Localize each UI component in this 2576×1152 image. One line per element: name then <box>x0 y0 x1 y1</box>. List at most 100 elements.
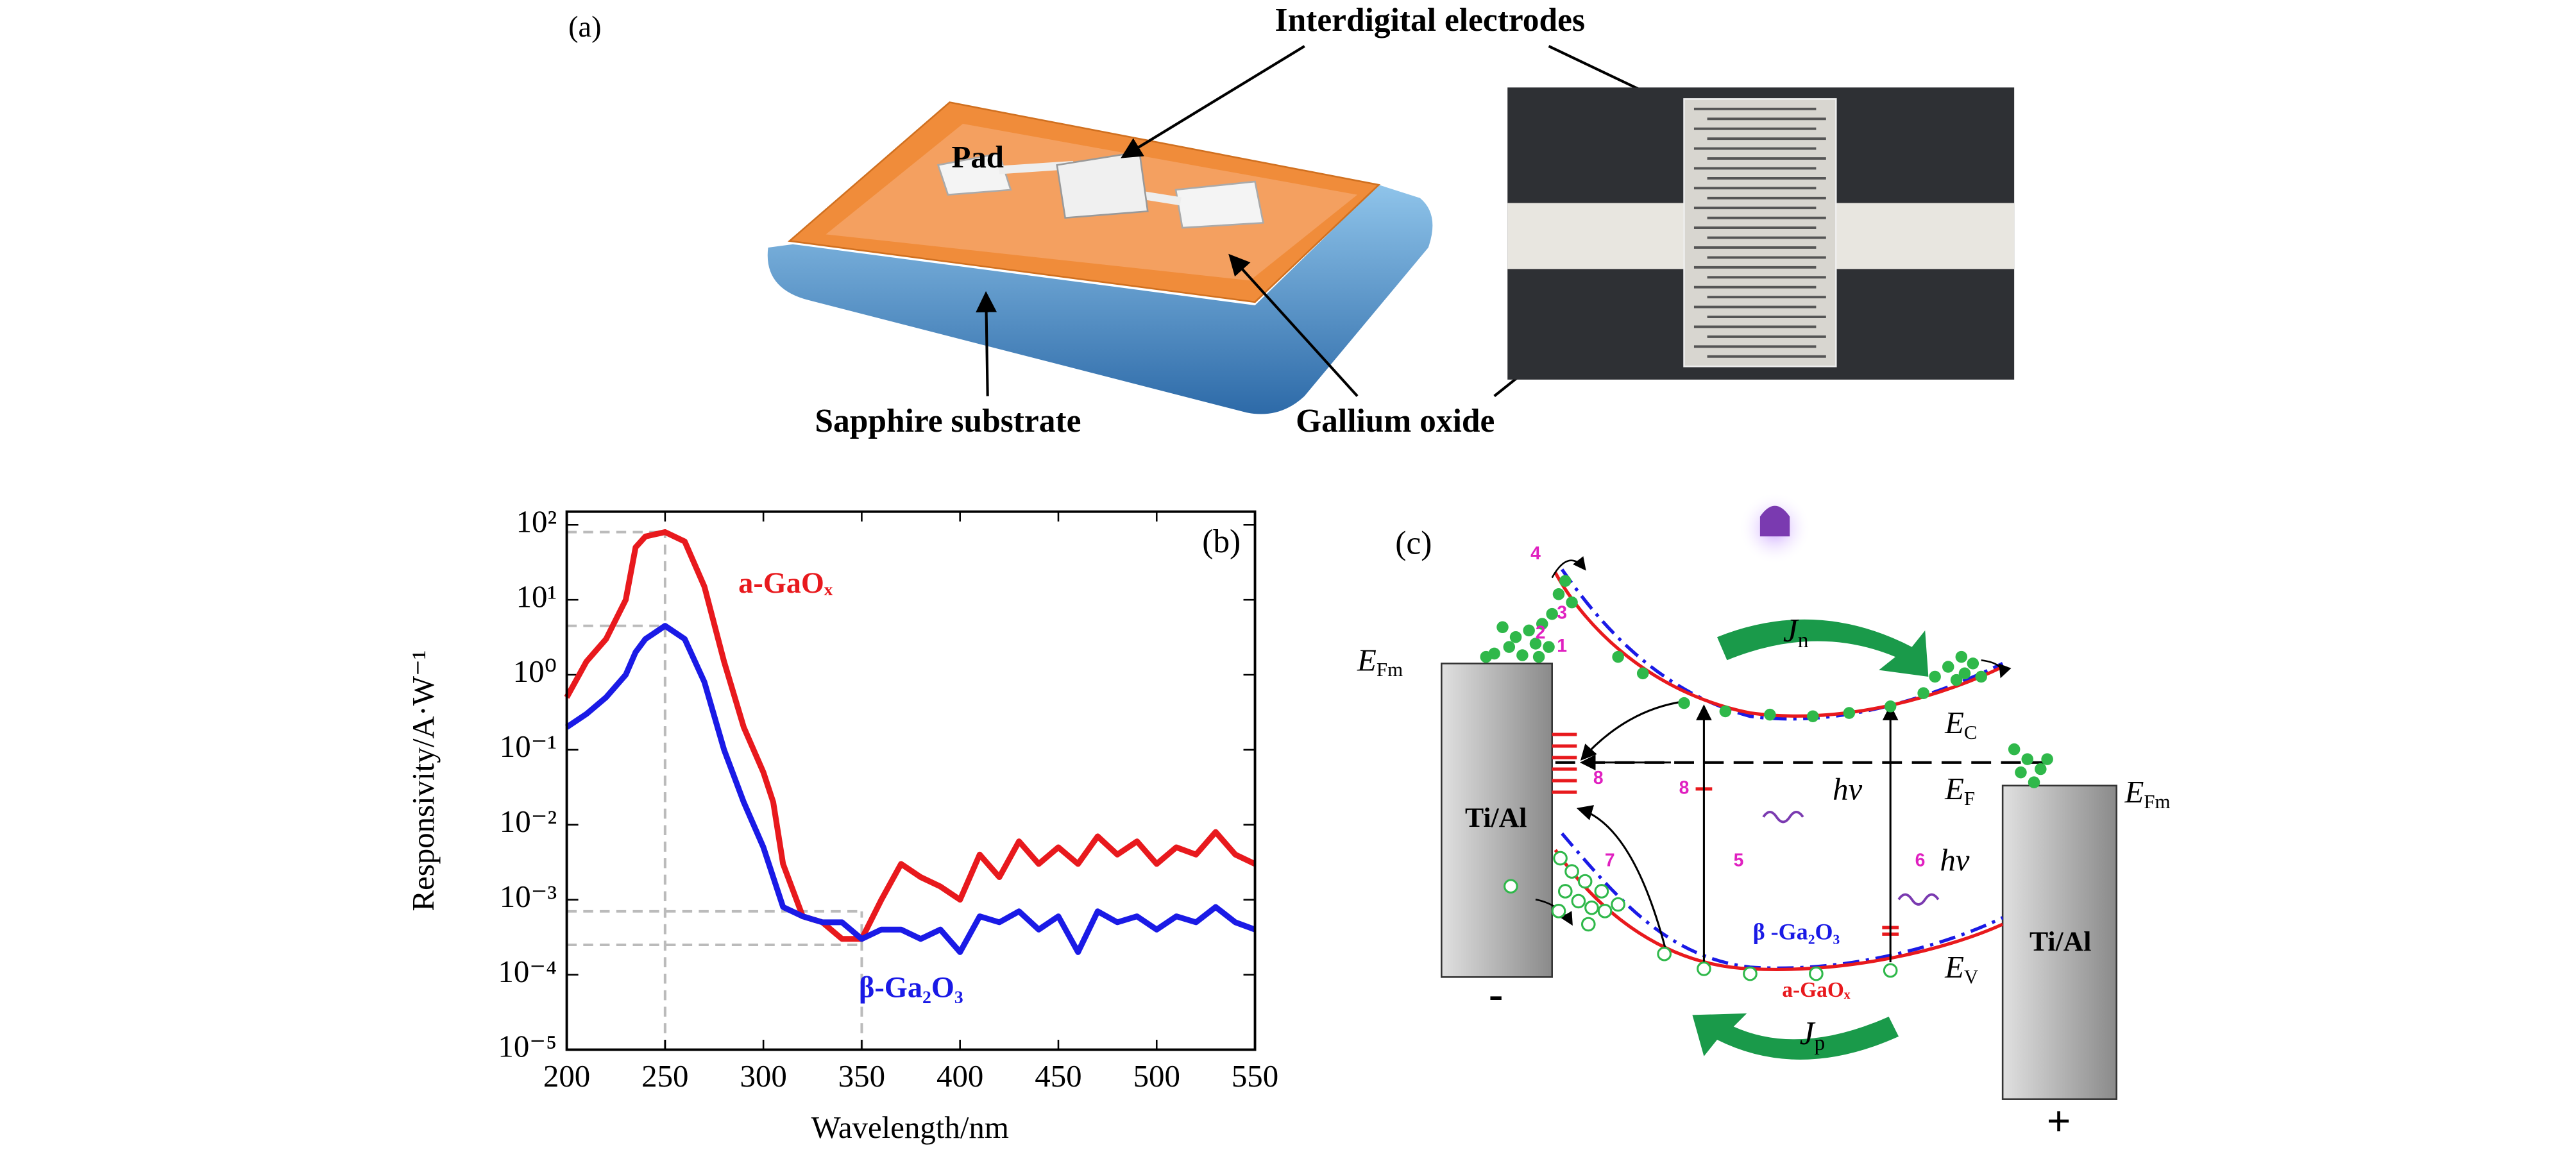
y-tick-label: 10⁻⁴ <box>498 954 557 989</box>
light-bulb <box>1759 505 1790 537</box>
electron <box>1480 650 1493 663</box>
panel-label: (c) <box>1395 525 1432 561</box>
hole <box>1551 904 1566 919</box>
label: EF <box>1944 771 1975 809</box>
electron <box>1503 641 1516 653</box>
y-tick-label: 10⁰ <box>513 654 557 689</box>
y-tick-label: 10⁻² <box>500 804 557 839</box>
label: Ti/Al <box>2029 926 2091 957</box>
reference-line <box>566 624 666 1050</box>
metal-right <box>2001 784 2117 1100</box>
label: EFm <box>1357 643 1403 681</box>
electron <box>1516 649 1529 661</box>
electron <box>1532 650 1545 663</box>
electron <box>2015 766 2027 779</box>
current-arrow <box>1716 619 1929 677</box>
x-tick-label: 450 <box>1035 1058 1081 1094</box>
panel-c: (c) Ti/Al Ti/Al - + hν hν β -Ga₂O₃ a-GaO… <box>1357 491 2171 1145</box>
electron <box>1843 707 1856 719</box>
electron <box>1543 641 1555 653</box>
plot-frame <box>565 510 1257 1051</box>
hole <box>1883 963 1898 978</box>
x-tick-label: 300 <box>740 1058 786 1094</box>
electron <box>2035 763 2047 775</box>
label: Jp <box>1800 1015 1826 1055</box>
hole <box>1697 961 1711 976</box>
electron <box>1917 687 1929 699</box>
x-tick-label: 500 <box>1133 1058 1180 1094</box>
electron <box>1496 621 1509 634</box>
electron <box>1559 575 1572 587</box>
panel-label: (a) <box>568 11 601 44</box>
hole <box>1594 884 1609 899</box>
electron <box>1566 596 1578 609</box>
label: Ti/Al <box>1465 802 1527 833</box>
process-label: 1 <box>1557 635 1567 656</box>
electron <box>1509 631 1522 643</box>
series-label: β-Ga₂O₃ <box>859 971 963 1004</box>
substrate-shape <box>767 185 1433 414</box>
y-tick-label: 10⁻¹ <box>500 729 557 764</box>
electron <box>1955 650 1968 663</box>
electron <box>1523 624 1535 637</box>
label-sub: C <box>1964 721 1978 743</box>
electron <box>2021 753 2033 765</box>
electron <box>1678 697 1690 709</box>
label-sub: Fm <box>2144 790 2170 813</box>
panel-b: (b) Wavelength/nm Responsivity/A·W⁻¹ 200… <box>405 504 1278 1144</box>
electron <box>1884 700 1897 713</box>
line <box>564 529 1257 942</box>
y-axis-label: Responsivity/A·W⁻¹ <box>405 650 441 911</box>
process-label: 8 <box>1593 767 1604 788</box>
label: Pad <box>952 139 1004 174</box>
fingers <box>1693 107 1826 358</box>
label: hν <box>1940 842 1969 877</box>
label: Sapphire substrate <box>815 403 1081 439</box>
arrow <box>1981 659 2012 679</box>
electron <box>1975 670 1987 683</box>
label-main: E <box>1357 643 1377 678</box>
label-sub: n <box>1798 629 1809 652</box>
panel-label: (b) <box>1202 523 1241 560</box>
electrode-shape <box>1056 151 1149 219</box>
process-label: 5 <box>1734 850 1744 870</box>
label: a-GaOₓ <box>1782 978 1851 1002</box>
hole <box>1580 917 1596 932</box>
electron <box>1536 618 1548 630</box>
hole <box>1743 966 1758 981</box>
x-axis-label: Wavelength/nm <box>811 1110 1009 1145</box>
line <box>565 623 1257 955</box>
electron <box>1719 705 1732 718</box>
electron <box>1636 667 1649 680</box>
x-tick-label: 550 <box>1232 1058 1278 1094</box>
process-label: 4 <box>1530 543 1541 563</box>
hole <box>1557 884 1573 899</box>
current-arrow <box>1692 1013 1899 1060</box>
electron <box>1929 670 1941 683</box>
arrow <box>1228 253 1359 397</box>
hole <box>1597 904 1613 919</box>
label: hν <box>1833 771 1862 806</box>
label-main: J <box>1800 1015 1816 1052</box>
electron <box>2008 743 2021 756</box>
hole <box>1657 946 1672 961</box>
label-main: E <box>1944 705 1964 740</box>
x-tick-label: 200 <box>543 1058 590 1094</box>
y-tick-label: 10¹ <box>516 579 557 614</box>
electron <box>1950 673 1963 686</box>
arrow <box>976 291 997 396</box>
reference-line <box>566 530 666 1050</box>
reference-line <box>566 910 863 1050</box>
electron <box>1806 710 1819 722</box>
hole <box>1504 879 1518 894</box>
electron <box>1546 607 1558 620</box>
process-label: 2 <box>1536 622 1546 643</box>
label-sub: p <box>1814 1031 1825 1055</box>
arrow <box>1121 45 1305 158</box>
panel-a: (a) Interdigital electrodes Pad Sapphire… <box>568 2 2015 439</box>
hole <box>1564 864 1579 879</box>
sign: + <box>2047 1097 2071 1145</box>
electron <box>2041 753 2053 765</box>
electron <box>1552 588 1565 600</box>
